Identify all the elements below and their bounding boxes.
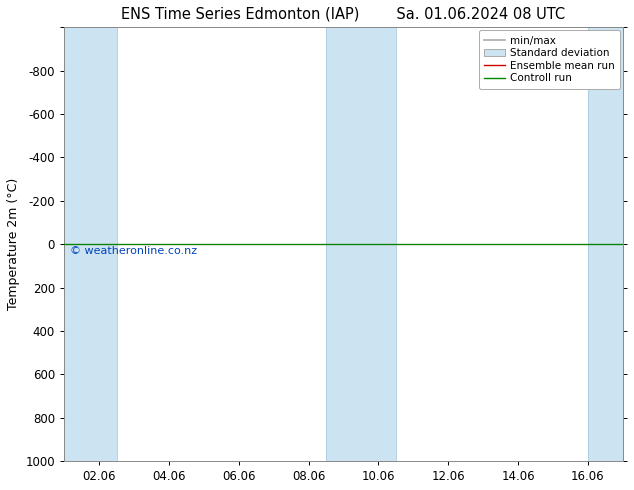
Bar <box>64 27 117 461</box>
Text: © weatheronline.co.nz: © weatheronline.co.nz <box>70 246 197 256</box>
Bar <box>588 27 623 461</box>
Bar <box>326 27 396 461</box>
Y-axis label: Temperature 2m (°C): Temperature 2m (°C) <box>7 178 20 310</box>
Legend: min/max, Standard deviation, Ensemble mean run, Controll run: min/max, Standard deviation, Ensemble me… <box>479 30 620 89</box>
Title: ENS Time Series Edmonton (IAP)        Sa. 01.06.2024 08 UTC: ENS Time Series Edmonton (IAP) Sa. 01.06… <box>122 7 566 22</box>
